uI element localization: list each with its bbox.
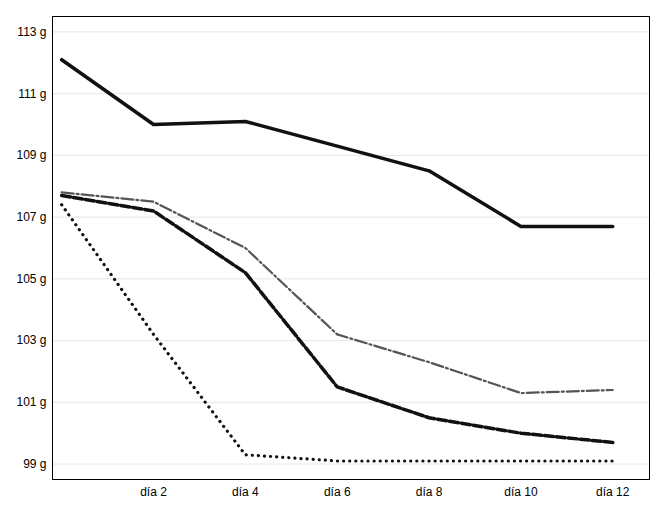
svg-text:día 2: día 2 xyxy=(140,485,167,499)
svg-text:día 12: día 12 xyxy=(596,485,630,499)
svg-text:101 g: 101 g xyxy=(16,395,46,409)
svg-text:107 g: 107 g xyxy=(16,210,46,224)
svg-text:109 g: 109 g xyxy=(16,148,46,162)
svg-text:99 g: 99 g xyxy=(23,457,46,471)
svg-text:día 8: día 8 xyxy=(416,485,443,499)
svg-text:111 g: 111 g xyxy=(18,87,46,101)
svg-text:105 g: 105 g xyxy=(16,272,46,286)
svg-text:103 g: 103 g xyxy=(16,333,46,347)
svg-text:113 g: 113 g xyxy=(17,25,46,39)
svg-text:día 6: día 6 xyxy=(324,485,351,499)
svg-text:día 10: día 10 xyxy=(504,485,538,499)
svg-text:día 4: día 4 xyxy=(232,485,259,499)
